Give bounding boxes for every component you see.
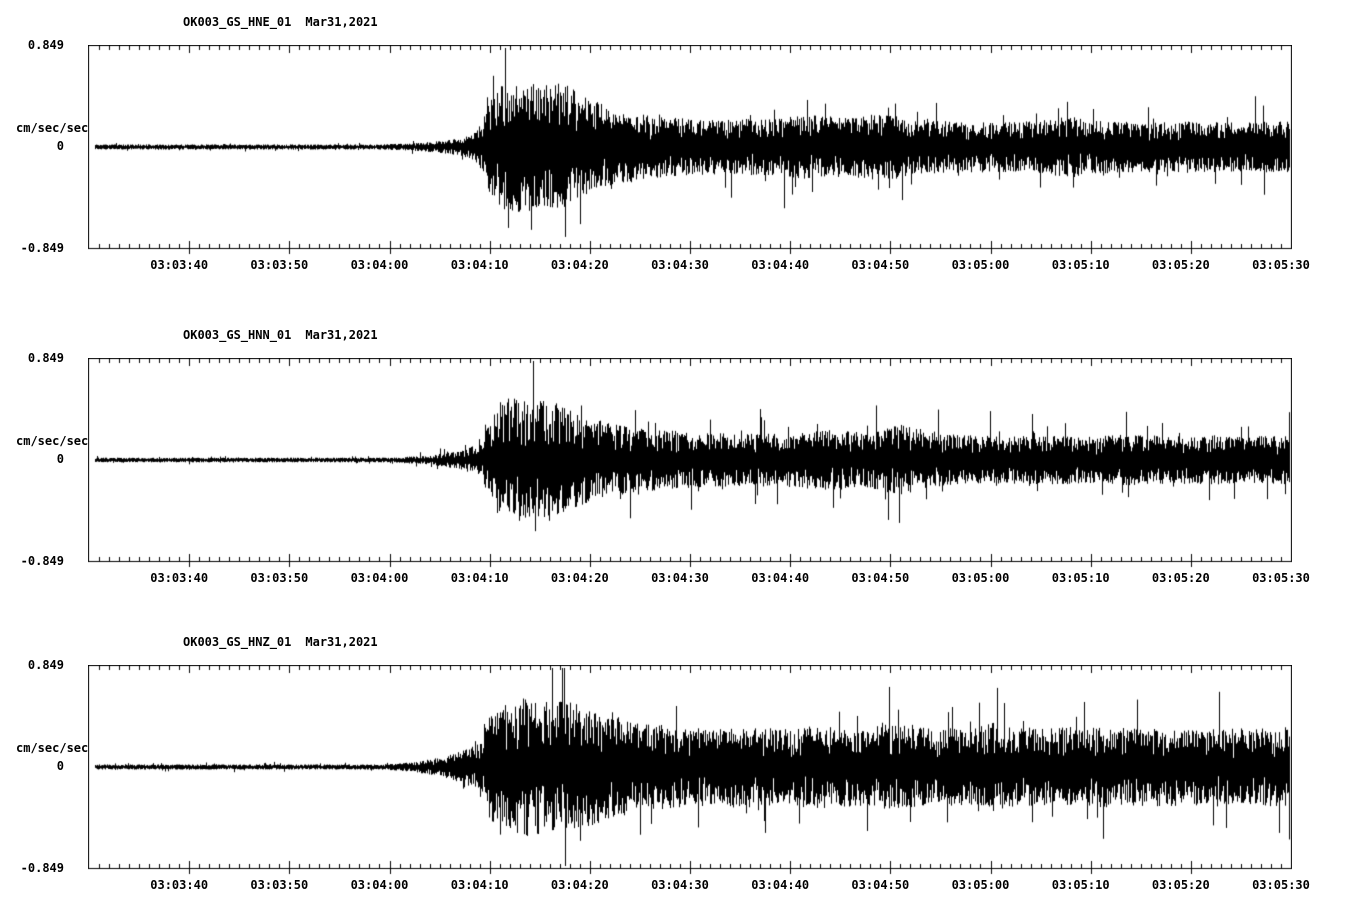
x-tick-label: 03:04:50 xyxy=(851,258,910,272)
x-tick-label: 03:05:10 xyxy=(1051,571,1110,585)
station-channel-label: OK003_GS_HNZ_01 xyxy=(183,635,292,649)
y-axis-max-label: 0.849 xyxy=(27,38,64,52)
x-tick-label: 03:05:00 xyxy=(951,878,1010,892)
x-tick-label: 03:04:30 xyxy=(651,878,709,892)
waveform-canvas-hne xyxy=(88,45,1292,257)
panel-title: OK003_GS_HNZ_01 Mar31,2021 xyxy=(183,635,378,649)
x-tick-label: 03:03:40 xyxy=(150,258,209,272)
x-tick-label: 03:03:50 xyxy=(250,258,309,272)
x-tick-label: 03:05:20 xyxy=(1151,258,1210,272)
x-tick-label: 03:04:30 xyxy=(651,571,709,585)
y-axis-max-label: 0.849 xyxy=(27,658,64,672)
date-label: Mar31,2021 xyxy=(305,635,378,649)
x-tick-label: 03:03:40 xyxy=(150,571,209,585)
x-tick-label: 03:05:00 xyxy=(951,571,1010,585)
seismogram-panel-hnz: OK003_GS_HNZ_01 Mar31,2021 0.849 cm/sec/s… xyxy=(0,635,1358,924)
x-tick-label: 03:05:30 xyxy=(1252,571,1310,585)
x-tick-label: 03:05:10 xyxy=(1051,878,1110,892)
y-axis-units-label: cm/sec/sec xyxy=(16,741,89,755)
x-tick-label: 03:03:50 xyxy=(250,878,309,892)
x-tick-label: 03:04:50 xyxy=(851,878,910,892)
x-axis-tick-labels: 03:03:40 03:03:50 03:04:00 03:04:10 03:04:20… xyxy=(0,571,1358,587)
y-axis-units-label: cm/sec/sec xyxy=(16,121,89,135)
date-label: Mar31,2021 xyxy=(305,328,378,342)
x-tick-label: 03:04:20 xyxy=(550,878,609,892)
station-channel-label: OK003_GS_HNN_01 xyxy=(183,328,292,342)
x-tick-label: 03:05:30 xyxy=(1252,258,1310,272)
x-tick-label: 03:04:10 xyxy=(450,878,509,892)
y-axis-max-label: 0.849 xyxy=(27,351,64,365)
y-axis-units-label: cm/sec/sec xyxy=(16,434,89,448)
x-tick-label: 03:04:00 xyxy=(350,878,409,892)
waveform-canvas-hnz xyxy=(88,665,1292,877)
x-tick-label: 03:03:50 xyxy=(250,571,309,585)
x-tick-label: 03:05:20 xyxy=(1151,571,1210,585)
x-tick-label: 03:04:40 xyxy=(751,571,810,585)
x-tick-label: 03:04:00 xyxy=(350,258,409,272)
y-axis-zero-label: 0 xyxy=(56,759,64,773)
panel-title: OK003_GS_HNN_01 Mar31,2021 xyxy=(183,328,378,342)
waveform-canvas-hnn xyxy=(88,358,1292,570)
station-channel-label: OK003_GS_HNE_01 xyxy=(183,15,292,29)
x-tick-label: 03:03:40 xyxy=(150,878,209,892)
y-axis-zero-label: 0 xyxy=(56,452,64,466)
x-axis-tick-labels: 03:03:40 03:03:50 03:04:00 03:04:10 03:04:20… xyxy=(0,878,1358,894)
y-axis-min-label: -0.849 xyxy=(20,241,64,255)
seismogram-panel-hne: OK003_GS_HNE_01 Mar31,2021 0.849 cm/sec/s… xyxy=(0,15,1358,315)
x-axis-tick-labels: 03:03:40 03:03:50 03:04:00 03:04:10 03:04:20… xyxy=(0,258,1358,274)
x-tick-label: 03:04:50 xyxy=(851,571,910,585)
x-tick-label: 03:04:40 xyxy=(751,258,810,272)
y-axis-min-label: -0.849 xyxy=(20,554,64,568)
panel-title: OK003_GS_HNE_01 Mar31,2021 xyxy=(183,15,378,29)
x-tick-label: 03:04:00 xyxy=(350,571,409,585)
x-tick-label: 03:05:10 xyxy=(1051,258,1110,272)
x-tick-label: 03:05:30 xyxy=(1252,878,1310,892)
y-axis-min-label: -0.849 xyxy=(20,861,64,875)
x-tick-label: 03:04:20 xyxy=(550,571,609,585)
seismogram-panel-hnn: OK003_GS_HNN_01 Mar31,2021 0.849 cm/sec/s… xyxy=(0,328,1358,628)
date-label: Mar31,2021 xyxy=(305,15,378,29)
x-tick-label: 03:05:20 xyxy=(1151,878,1210,892)
y-axis-zero-label: 0 xyxy=(56,139,64,153)
x-tick-label: 03:04:10 xyxy=(450,258,509,272)
x-tick-label: 03:04:10 xyxy=(450,571,509,585)
x-tick-label: 03:04:30 xyxy=(651,258,709,272)
x-tick-label: 03:04:40 xyxy=(751,878,810,892)
x-tick-label: 03:05:00 xyxy=(951,258,1010,272)
x-tick-label: 03:04:20 xyxy=(550,258,609,272)
